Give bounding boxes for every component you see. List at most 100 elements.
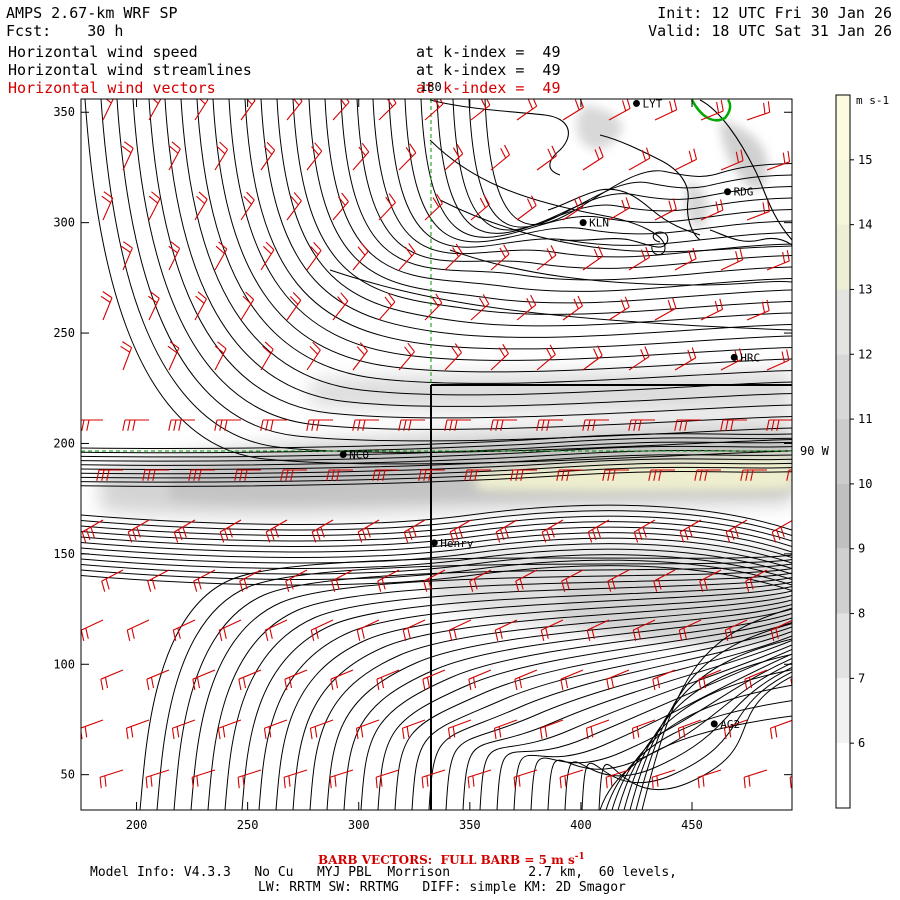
wind-barb-flag (358, 146, 366, 157)
streamline (81, 454, 792, 471)
wind-barb-flag (480, 99, 487, 109)
wind-barb-flag (196, 677, 201, 689)
wind-barb (628, 356, 650, 371)
wind-barb-flag (724, 630, 729, 641)
wind-barb-flag (436, 193, 443, 204)
wind-barb-flag (550, 245, 557, 256)
wind-barb (562, 305, 583, 321)
wind-barb (101, 569, 124, 582)
wind-barb (81, 619, 104, 631)
streamline (180, 99, 792, 396)
wind-barb (698, 669, 722, 680)
wind-barb-flag (142, 469, 146, 481)
wind-barb (127, 619, 150, 631)
wind-barb-flag (776, 529, 781, 541)
streamline (81, 470, 792, 487)
wind-barb-flag (402, 630, 407, 641)
colorbar: 15 14 13 12 11 10 9 8 7 6 (835, 94, 872, 809)
colorbar-label: 12 (858, 347, 872, 361)
wind-barb (102, 197, 114, 221)
wind-barb-flag (578, 196, 584, 207)
wind-barb-flag (498, 726, 502, 738)
wind-barb-flag (270, 419, 274, 431)
wind-barb-flag (624, 296, 630, 308)
x-tick-label: 250 (237, 818, 259, 832)
wind-barb-flag (218, 630, 223, 641)
wind-barb-flag (340, 292, 349, 302)
wind-barb-flag (147, 580, 152, 592)
wind-barb-flag (786, 250, 790, 262)
wind-barb-flag (597, 245, 604, 257)
wind-barb-flag (120, 345, 131, 353)
wind-barb (286, 200, 302, 221)
wind-barb-flag (293, 192, 302, 202)
wind-barb-flag (239, 580, 244, 592)
wind-barb (423, 569, 446, 582)
wind-barb (651, 769, 676, 778)
wind-barb-flag (352, 419, 356, 431)
wind-barb-flag (796, 579, 799, 590)
wind-barb-flag (761, 301, 766, 313)
wind-barb-flag (474, 469, 478, 481)
wind-barb (146, 669, 170, 680)
wind-barb (652, 669, 676, 680)
wind-barb-flag (468, 679, 472, 691)
wind-barb-flag (515, 469, 519, 481)
streamline (629, 638, 792, 810)
wind-barb-flag (196, 775, 199, 787)
wind-barb-flag (309, 728, 313, 740)
wind-barb (122, 347, 133, 371)
wind-barb-flag (125, 728, 129, 740)
streamline (599, 715, 792, 810)
wind-barb-flag (591, 627, 595, 639)
wind-barb-flag (178, 419, 182, 431)
wind-barb-flag (656, 775, 659, 787)
wind-barb-flag (767, 200, 770, 212)
wind-barb-flag (96, 469, 100, 481)
streamline (635, 623, 792, 810)
wind-barb-flag (564, 677, 569, 689)
wind-barb-flag (448, 630, 453, 641)
wind-barb-flag (545, 627, 549, 639)
wind-barb (813, 163, 836, 170)
wind-barb (699, 569, 722, 582)
wind-barb-flag (469, 580, 474, 592)
wind-barb (214, 348, 227, 371)
wind-barb (674, 158, 697, 171)
wind-barb (679, 519, 702, 533)
wind-barb-flag (750, 469, 754, 481)
wind-barb-flag (169, 145, 179, 154)
wind-barb-flag (648, 469, 652, 481)
streamline (429, 139, 666, 255)
wind-barb (194, 199, 208, 221)
wind-barb-flag (672, 297, 677, 309)
wind-barb-flag (172, 630, 177, 641)
wind-barb (147, 569, 170, 582)
wind-barb (582, 156, 604, 171)
wind-barb-flag (795, 677, 797, 688)
wind-barb (766, 260, 790, 271)
wind-barb-flag (546, 419, 550, 431)
wind-barb-flag (310, 246, 319, 255)
wind-barb-flag (719, 298, 724, 310)
wind-barb-flag (191, 777, 194, 789)
wind-barb (771, 519, 792, 533)
wind-barb-flag (577, 295, 583, 307)
wind-barb-flag (830, 154, 831, 165)
wind-barb-flag (264, 630, 269, 641)
station-label-rdg: RDG (734, 186, 754, 199)
colorbar-swatch (836, 95, 850, 160)
wind-barb-flag (372, 469, 376, 481)
wind-barb-flag (544, 726, 548, 738)
wind-barb (100, 669, 124, 680)
wind-barb-flag (449, 531, 455, 543)
wind-barb-flag (745, 469, 749, 481)
wind-barb-flag (454, 343, 462, 353)
wind-barb-flag (469, 469, 473, 481)
wind-barb (145, 769, 170, 778)
wind-barb (536, 155, 557, 171)
streamline (436, 99, 792, 234)
wind-barb-flag (426, 677, 431, 689)
colorbar-label: 8 (858, 607, 865, 621)
colorbar-label: 15 (858, 153, 872, 167)
